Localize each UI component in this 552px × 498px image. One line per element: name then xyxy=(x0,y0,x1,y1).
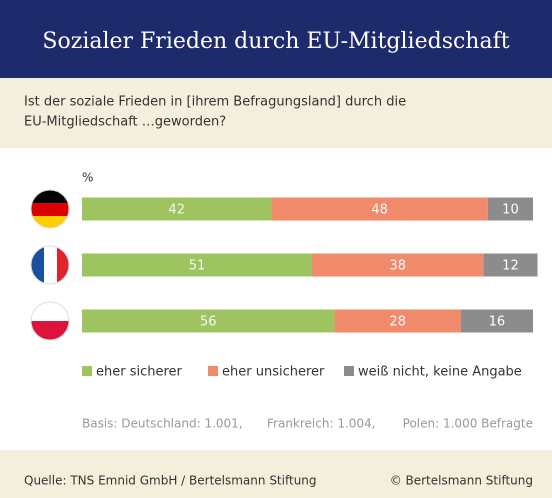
legend-label: eher sicherer xyxy=(96,365,183,380)
axis-label: % xyxy=(82,171,93,185)
flag-border xyxy=(30,245,70,285)
flag-poland xyxy=(31,302,69,340)
note: Frankreich: 1.004, xyxy=(267,417,376,431)
data-label: 48 xyxy=(371,203,388,218)
data-label: 12 xyxy=(502,259,519,274)
footer xyxy=(0,450,552,498)
data-label: 42 xyxy=(168,203,185,218)
bar-segment xyxy=(460,309,533,333)
flag-germany xyxy=(31,190,69,228)
data-label: 28 xyxy=(389,315,406,330)
bar-segment xyxy=(334,309,461,333)
data-label: 56 xyxy=(200,315,217,330)
bar-segment xyxy=(82,253,313,277)
bar-segment xyxy=(487,197,533,221)
subtitle-band xyxy=(0,78,552,148)
bar-segment xyxy=(312,253,484,277)
chart-title: Sozialer Frieden durch EU-Mitgliedschaft xyxy=(42,29,509,54)
legend-label: eher unsicherer xyxy=(222,365,325,380)
data-label: 16 xyxy=(489,315,506,330)
note: Basis: Deutschland: 1.001, xyxy=(82,417,243,431)
subtitle: Ist der soziale Frieden in [ihrem Befrag… xyxy=(24,95,406,110)
flag-border xyxy=(30,189,70,229)
data-label: 51 xyxy=(189,259,206,274)
bar-segment xyxy=(82,309,335,333)
data-label: 38 xyxy=(389,259,406,274)
title-bar xyxy=(0,0,552,78)
copyright: © Bertelsmann Stiftung xyxy=(390,474,533,488)
bar-segment xyxy=(483,253,538,277)
legend-swatch xyxy=(82,366,92,376)
subtitle: EU-Mitgliedschaft …geworden? xyxy=(24,115,226,130)
flag-border xyxy=(30,301,70,341)
source: Quelle: TNS Emnid GmbH / Bertelsmann Sti… xyxy=(24,474,317,488)
bar-segment xyxy=(271,197,488,221)
bar-segment xyxy=(82,197,272,221)
data-label: 10 xyxy=(502,203,519,218)
legend-swatch xyxy=(208,366,218,376)
legend-label: weiß nicht, keine Angabe xyxy=(358,365,522,380)
note: Polen: 1.000 Befragte xyxy=(403,417,533,431)
legend-swatch xyxy=(344,366,354,376)
